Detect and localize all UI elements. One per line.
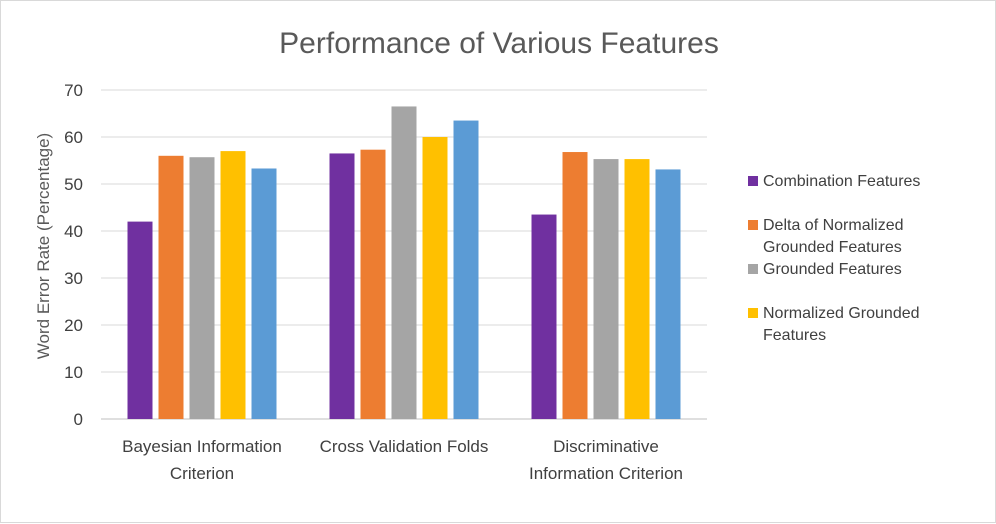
y-tick-label: 20 — [64, 316, 83, 335]
bar — [391, 106, 417, 419]
y-tick-label: 70 — [64, 81, 83, 100]
legend-swatch — [748, 176, 758, 186]
legend-label: Combination Features — [763, 173, 920, 190]
bar — [189, 157, 215, 419]
chart-title: Performance of Various Features — [279, 27, 719, 60]
x-category-label: Discriminative Information Criterion — [529, 437, 683, 483]
y-tick-label: 0 — [74, 410, 83, 429]
bar — [655, 169, 681, 419]
y-tick-label: 30 — [64, 269, 83, 288]
legend-label: Normalized Grounded Features — [763, 305, 920, 344]
y-tick-label: 60 — [64, 128, 83, 147]
bar — [624, 159, 650, 419]
x-category-label: Cross Validation Folds — [320, 437, 489, 456]
bar — [453, 120, 479, 420]
y-tick-label: 40 — [64, 222, 83, 241]
legend-swatch — [748, 308, 758, 318]
y-axis-title: Word Error Rate (Percentage) — [34, 133, 53, 359]
bar — [562, 152, 588, 420]
x-category-label: Bayesian Information Criterion — [122, 437, 282, 483]
legend-label: Delta of Normalized Grounded Features — [763, 217, 904, 256]
bar — [593, 159, 619, 419]
bars — [127, 106, 681, 420]
bar — [360, 149, 386, 419]
axes: 0 10 20 30 40 50 60 70 Bayesian Information Crite… — [64, 81, 683, 483]
bar — [158, 155, 184, 420]
y-tick-label: 50 — [64, 175, 83, 194]
bar — [329, 153, 355, 419]
bar — [127, 221, 153, 419]
legend: Combination Features Delta of Normalized G… — [748, 173, 920, 344]
legend-swatch — [748, 220, 758, 230]
legend-label: Grounded Features — [763, 261, 902, 278]
bar — [220, 151, 246, 419]
y-tick-label: 10 — [64, 363, 83, 382]
bar — [531, 214, 557, 419]
legend-swatch — [748, 264, 758, 274]
bar — [422, 137, 448, 419]
bar — [251, 168, 277, 419]
